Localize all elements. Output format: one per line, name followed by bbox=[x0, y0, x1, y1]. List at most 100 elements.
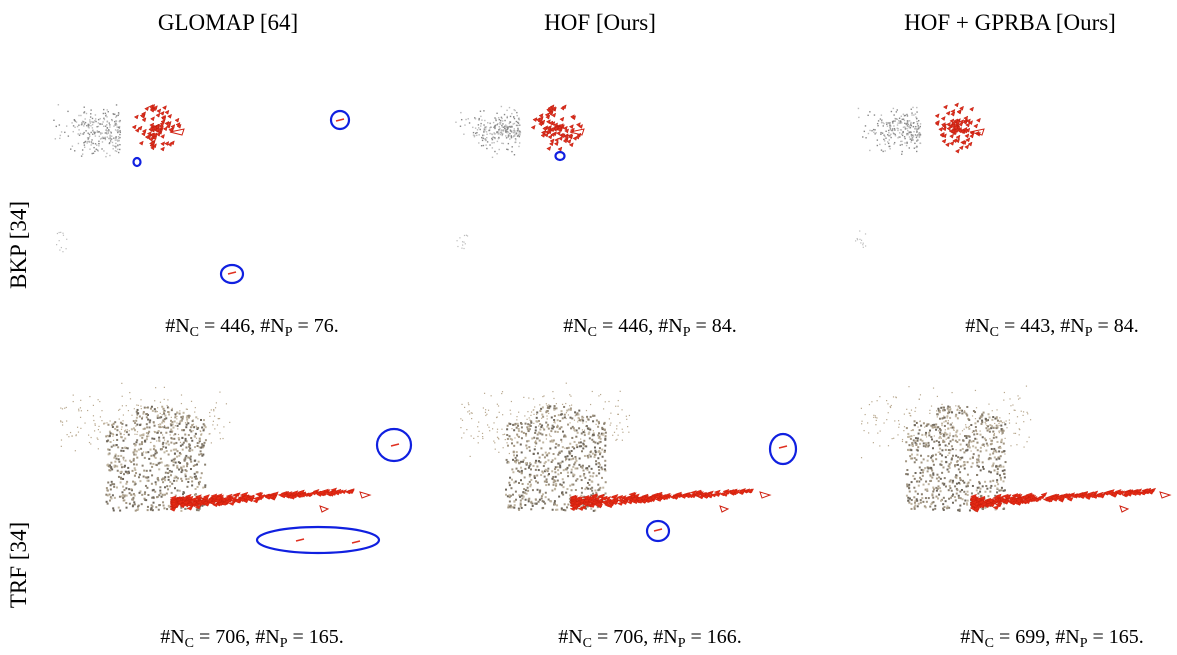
point bbox=[545, 411, 547, 413]
point bbox=[137, 506, 139, 508]
point bbox=[547, 468, 549, 470]
point bbox=[481, 145, 482, 146]
point bbox=[164, 418, 166, 420]
point bbox=[176, 422, 177, 423]
point bbox=[997, 468, 999, 470]
point bbox=[585, 445, 587, 447]
point bbox=[170, 429, 172, 431]
point bbox=[917, 422, 918, 423]
point bbox=[904, 115, 905, 116]
point bbox=[562, 417, 564, 419]
point bbox=[543, 395, 544, 396]
point bbox=[502, 391, 503, 392]
point bbox=[174, 487, 176, 489]
point bbox=[535, 426, 537, 428]
camera bbox=[531, 125, 535, 129]
point bbox=[952, 480, 954, 482]
point bbox=[518, 117, 519, 118]
point bbox=[486, 134, 487, 135]
point bbox=[217, 424, 218, 425]
point bbox=[517, 436, 518, 437]
point bbox=[94, 120, 95, 121]
point bbox=[541, 418, 542, 419]
point bbox=[893, 143, 894, 144]
point bbox=[514, 142, 515, 143]
point bbox=[533, 453, 535, 455]
point bbox=[99, 118, 100, 119]
point bbox=[988, 471, 990, 473]
point bbox=[561, 441, 562, 442]
point bbox=[511, 479, 513, 481]
point bbox=[535, 462, 537, 464]
point bbox=[976, 461, 978, 463]
point bbox=[137, 431, 138, 432]
point bbox=[968, 482, 970, 484]
point bbox=[191, 440, 193, 442]
point bbox=[595, 460, 597, 462]
point bbox=[945, 429, 946, 430]
point bbox=[562, 461, 564, 463]
point bbox=[190, 476, 192, 478]
point bbox=[141, 443, 143, 445]
point bbox=[114, 121, 115, 122]
point bbox=[965, 493, 967, 495]
point bbox=[136, 417, 138, 419]
row-label: TRF [34] bbox=[6, 522, 31, 608]
point bbox=[564, 503, 566, 505]
caption-part: = 84. bbox=[1093, 315, 1139, 337]
point bbox=[141, 434, 143, 436]
point bbox=[939, 448, 941, 450]
point bbox=[483, 124, 484, 125]
point bbox=[944, 477, 946, 479]
point bbox=[515, 499, 517, 501]
point bbox=[1005, 461, 1007, 463]
point bbox=[93, 121, 94, 122]
point bbox=[170, 474, 172, 476]
point bbox=[77, 133, 78, 134]
point bbox=[497, 431, 498, 432]
point bbox=[517, 426, 518, 427]
point bbox=[147, 451, 149, 453]
point bbox=[181, 480, 183, 482]
point bbox=[964, 500, 966, 502]
point bbox=[162, 501, 164, 503]
point bbox=[509, 123, 510, 124]
point bbox=[927, 466, 929, 468]
point bbox=[471, 412, 472, 413]
point bbox=[124, 434, 125, 435]
point bbox=[522, 483, 524, 485]
point bbox=[598, 466, 600, 468]
point bbox=[600, 394, 601, 395]
point bbox=[580, 420, 581, 421]
point bbox=[886, 122, 887, 123]
camera bbox=[165, 110, 169, 114]
point bbox=[540, 426, 542, 428]
point bbox=[516, 125, 517, 126]
camera bbox=[965, 145, 969, 149]
point bbox=[141, 418, 143, 420]
point bbox=[167, 465, 169, 467]
point bbox=[117, 149, 118, 150]
point bbox=[532, 489, 534, 491]
point bbox=[146, 416, 148, 418]
point bbox=[906, 483, 908, 485]
point bbox=[955, 499, 957, 501]
point bbox=[910, 141, 911, 142]
point bbox=[952, 502, 954, 504]
point bbox=[586, 421, 587, 422]
point bbox=[857, 238, 858, 239]
point bbox=[908, 436, 910, 438]
caption-part: = 165. bbox=[288, 626, 344, 648]
point bbox=[970, 424, 972, 426]
point bbox=[952, 494, 954, 496]
point bbox=[98, 126, 99, 127]
point bbox=[87, 137, 88, 138]
point bbox=[966, 504, 968, 506]
point bbox=[880, 430, 881, 431]
point bbox=[92, 130, 93, 131]
point bbox=[483, 131, 484, 132]
point bbox=[913, 122, 914, 123]
point bbox=[77, 427, 78, 428]
point bbox=[951, 445, 953, 447]
point bbox=[548, 473, 550, 475]
